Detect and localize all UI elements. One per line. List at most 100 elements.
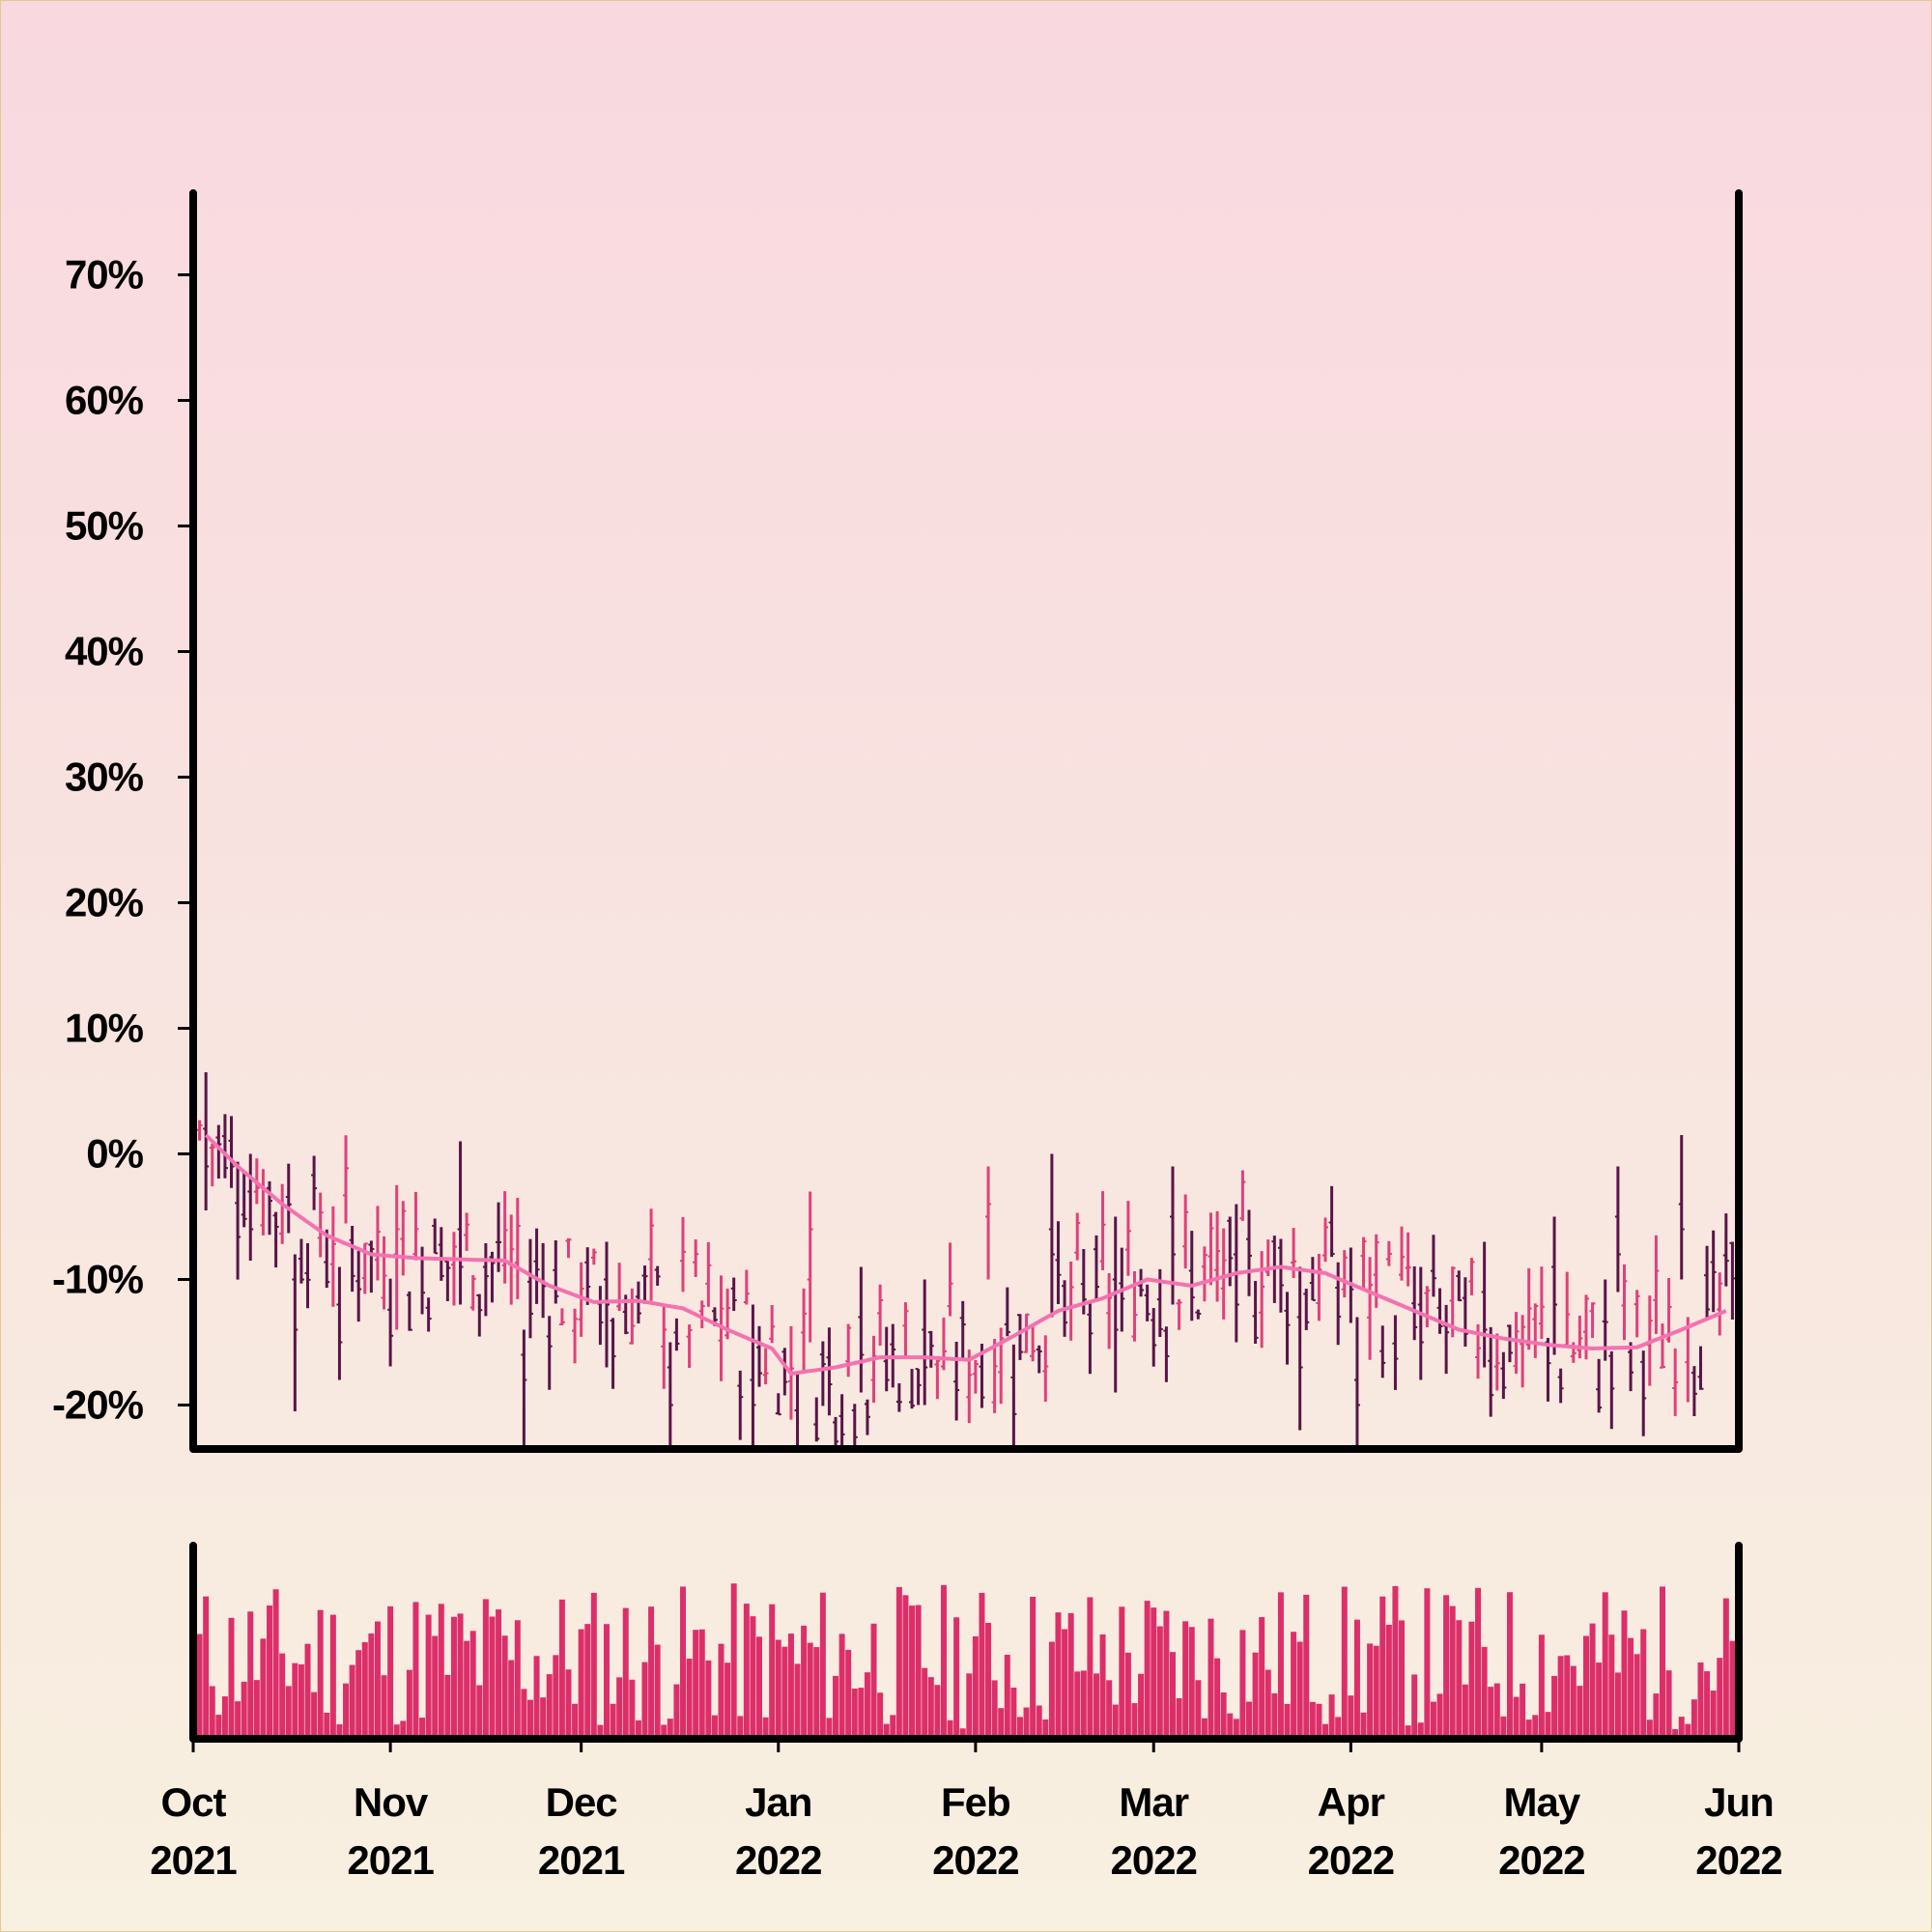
ohlc-bar <box>1048 1153 1055 1318</box>
ohlc-bar <box>553 1240 559 1304</box>
ohlc-bar <box>1277 1238 1284 1313</box>
volume-bar <box>1208 1618 1214 1739</box>
volume-bar <box>349 1664 355 1739</box>
volume-bar <box>1099 1634 1106 1739</box>
ohlc-bar <box>679 1216 686 1293</box>
volume-bar <box>698 1629 705 1739</box>
volume-bar <box>1131 1703 1138 1739</box>
volume-bar <box>1525 1719 1532 1739</box>
ohlc-bar <box>1259 1251 1265 1349</box>
y-tick-label: 0% <box>86 1131 143 1177</box>
volume-bar <box>991 1680 998 1739</box>
volume-bar <box>781 1646 788 1739</box>
ohlc-bar <box>221 1114 228 1179</box>
volume-bar <box>895 1586 902 1739</box>
ohlc-bar <box>641 1265 648 1304</box>
ohlc-bar <box>1220 1228 1227 1320</box>
ohlc-bar <box>1436 1288 1443 1334</box>
ohlc-bar <box>311 1155 318 1210</box>
ohlc-bar <box>1411 1266 1418 1341</box>
volume-bar <box>1646 1719 1653 1739</box>
volume-bar <box>1506 1592 1513 1739</box>
volume-bar <box>1328 1694 1335 1739</box>
x-tick-year-label: 2021 <box>150 1837 237 1883</box>
volume-bar <box>1201 1718 1208 1739</box>
ohlc-bar <box>769 1304 776 1344</box>
ohlc-bar <box>1360 1236 1367 1289</box>
ohlc-bar <box>526 1238 533 1339</box>
volume-bar <box>979 1592 985 1739</box>
volume-bar <box>1690 1699 1697 1739</box>
volume-bar <box>686 1658 693 1739</box>
ohlc-bar <box>959 1300 966 1360</box>
volume-bar <box>393 1724 400 1739</box>
ohlc-bar <box>209 1144 215 1187</box>
x-tick-month-label: Feb <box>941 1779 1010 1825</box>
ohlc-bar <box>457 1141 464 1305</box>
ohlc-bar <box>947 1242 953 1317</box>
ohlc-bar <box>1456 1270 1463 1302</box>
volume-bar <box>1010 1688 1017 1739</box>
ohlc-bar <box>940 1318 947 1371</box>
ohlc-bar <box>1195 1309 1202 1320</box>
ohlc-bar <box>1379 1325 1386 1378</box>
volume-bar <box>501 1635 508 1739</box>
volume-bar <box>864 1672 870 1739</box>
x-tick-month-label: May <box>1504 1779 1581 1825</box>
volume-bar <box>1169 1652 1176 1739</box>
volume-bar <box>775 1639 781 1739</box>
ohlc-bar <box>807 1191 813 1343</box>
volume-bar <box>1303 1594 1310 1739</box>
volume-bar <box>794 1663 801 1739</box>
volume-bar <box>1717 1658 1723 1739</box>
volume-bar <box>1659 1586 1665 1739</box>
y-tick-label: 40% <box>65 629 144 674</box>
y-tick-label: 60% <box>65 378 144 423</box>
volume-bar <box>673 1684 680 1739</box>
ohlc-bar <box>298 1238 304 1284</box>
ohlc-bar <box>1545 1337 1551 1402</box>
ohlc-bar <box>1405 1232 1411 1287</box>
volume-bar <box>1520 1683 1526 1739</box>
ohlc-bar <box>196 1120 203 1141</box>
ohlc-bar <box>336 1266 343 1380</box>
ohlc-bar <box>1659 1323 1665 1369</box>
ohlc-bar <box>1367 1257 1374 1360</box>
volume-bar <box>629 1679 636 1739</box>
ohlc-bar <box>355 1251 362 1322</box>
volume-bar <box>1443 1595 1450 1739</box>
ohlc-bar <box>1678 1135 1685 1280</box>
ohlc-bar <box>1704 1245 1711 1319</box>
volume-bar <box>317 1609 324 1739</box>
ohlc-bar <box>922 1279 928 1406</box>
ohlc-bar <box>648 1208 655 1301</box>
ohlc-bar <box>902 1302 909 1358</box>
ohlc-bar <box>203 1072 210 1210</box>
ohlc-bar <box>292 1254 298 1411</box>
volume-bar <box>705 1660 712 1739</box>
volume-bar <box>406 1669 412 1739</box>
volume-bar <box>425 1614 432 1739</box>
volume-bar <box>1570 1665 1577 1739</box>
ohlc-bar <box>1074 1212 1081 1261</box>
volume-bar <box>374 1621 381 1739</box>
volume-bar <box>1188 1627 1195 1739</box>
volume-bar <box>253 1680 260 1739</box>
ohlc-bar <box>1621 1264 1628 1341</box>
ohlc-bar <box>521 1329 527 1449</box>
volume-bar <box>909 1605 916 1739</box>
ohlc-bar <box>775 1393 781 1416</box>
volume-bar <box>1259 1617 1265 1739</box>
volume-bar <box>1296 1641 1303 1739</box>
volume-bar <box>1214 1658 1221 1739</box>
volume-bar <box>922 1667 928 1739</box>
volume-bar <box>610 1703 616 1739</box>
ohlc-bar <box>400 1201 407 1276</box>
volume-bar <box>940 1584 947 1739</box>
volume-bar <box>1493 1683 1500 1739</box>
ohlc-bar <box>1099 1191 1106 1271</box>
volume-bar <box>387 1605 394 1739</box>
volume-bar <box>489 1616 496 1739</box>
